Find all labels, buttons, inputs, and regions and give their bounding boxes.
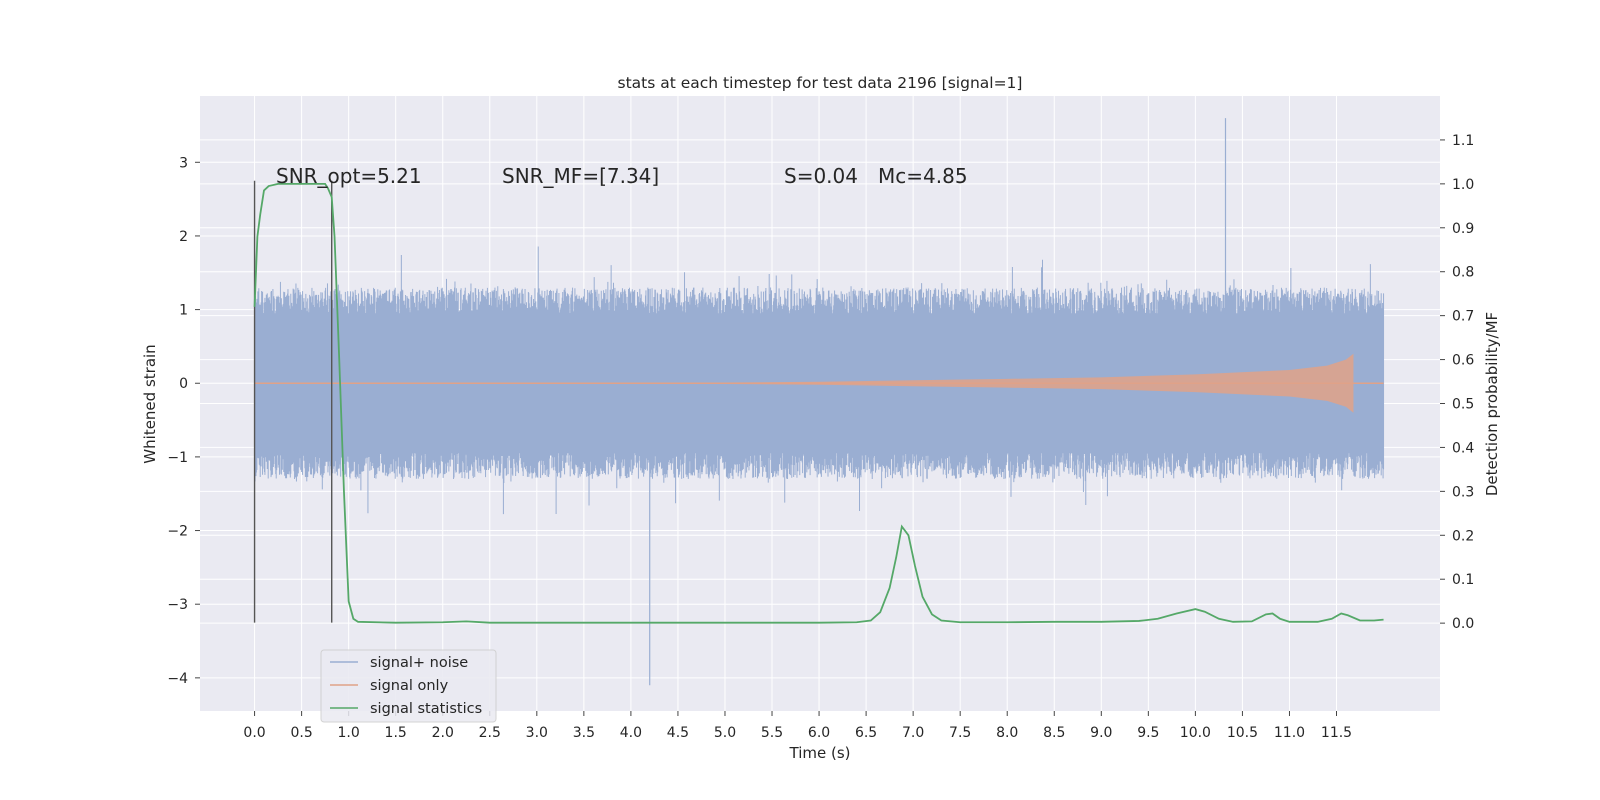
x-tick-label: 9.0 bbox=[1090, 725, 1112, 741]
y-left-tick-label: 2 bbox=[179, 229, 188, 245]
y-axis-left-label: Whitened strain bbox=[141, 344, 159, 463]
x-axis-ticks: 0.0 0.5 1.0 1.5 2.0 2.5 3.0 3.5 4.0 4.5 5.0 5.5 6.0 6… bbox=[243, 711, 1352, 741]
x-tick-label: 6.0 bbox=[808, 725, 830, 741]
x-tick-label: 0.5 bbox=[290, 725, 312, 741]
y-right-tick-label: 0.6 bbox=[1452, 353, 1474, 369]
x-tick-label: 1.5 bbox=[385, 725, 407, 741]
x-tick-label: 11.5 bbox=[1321, 725, 1352, 741]
x-tick-label: 6.5 bbox=[855, 725, 877, 741]
annotation-s: S=0.04 bbox=[784, 164, 858, 188]
x-tick-label: 2.5 bbox=[479, 725, 501, 741]
x-tick-label: 8.5 bbox=[1043, 725, 1065, 741]
annotation-mc: Mc=4.85 bbox=[878, 164, 968, 188]
x-tick-label: 10.0 bbox=[1180, 725, 1211, 741]
y-left-tick-label: −1 bbox=[167, 450, 188, 466]
x-tick-label: 5.0 bbox=[714, 725, 736, 741]
y-right-tick-label: 1.0 bbox=[1452, 177, 1474, 193]
y-left-tick-label: −4 bbox=[167, 671, 188, 687]
y-left-tick-label: 0 bbox=[179, 376, 188, 392]
annotation-snr-opt: SNR_opt=5.21 bbox=[276, 164, 422, 188]
y-axis-right-label: Detection probability/MF bbox=[1483, 312, 1501, 496]
y-right-tick-label: 0.8 bbox=[1452, 265, 1474, 281]
legend-box bbox=[320, 649, 497, 723]
y-left-tick-label: 1 bbox=[179, 303, 188, 319]
x-tick-label: 2.0 bbox=[432, 725, 454, 741]
x-axis-label: Time (s) bbox=[789, 744, 851, 762]
signal-statistics-line bbox=[253, 182, 1384, 624]
y-right-tick-label: 0.4 bbox=[1452, 440, 1474, 456]
x-tick-label: 9.5 bbox=[1137, 725, 1159, 741]
y-right-tick-label: 0.2 bbox=[1452, 528, 1474, 544]
x-tick-label: 8.0 bbox=[996, 725, 1018, 741]
chart-title: stats at each timestep for test data 219… bbox=[618, 74, 1023, 92]
legend-label-signal-statistics: signal statistics bbox=[370, 701, 482, 717]
x-tick-label: 0.0 bbox=[243, 725, 265, 741]
legend-label-signal-noise: signal+ noise bbox=[370, 655, 468, 671]
signal-only-series bbox=[254, 353, 1384, 413]
vertical-markers bbox=[253, 180, 333, 623]
legend: signal+ noise signal only signal statist… bbox=[320, 649, 497, 723]
x-tick-label: 1.0 bbox=[338, 725, 360, 741]
x-tick-label: 3.5 bbox=[573, 725, 595, 741]
y-left-tick-label: −3 bbox=[167, 597, 188, 613]
x-tick-label: 4.5 bbox=[667, 725, 689, 741]
x-tick-label: 7.5 bbox=[949, 725, 971, 741]
y-right-tick-label: 0.1 bbox=[1452, 572, 1474, 588]
y-axis-left-ticks: 3 2 1 0 −1 −2 −3 −4 bbox=[167, 155, 200, 687]
y-left-tick-label: −2 bbox=[167, 524, 188, 540]
legend-label-signal-only: signal only bbox=[370, 678, 449, 694]
x-tick-label: 11.0 bbox=[1274, 725, 1305, 741]
y-right-tick-label: 0.3 bbox=[1452, 484, 1474, 500]
y-right-tick-label: 0.0 bbox=[1452, 616, 1474, 632]
x-tick-label: 7.0 bbox=[902, 725, 924, 741]
x-tick-label: 5.5 bbox=[761, 725, 783, 741]
x-tick-label: 10.5 bbox=[1227, 725, 1258, 741]
y-right-tick-label: 0.9 bbox=[1452, 221, 1474, 237]
x-tick-label: 3.0 bbox=[526, 725, 548, 741]
y-axis-right-ticks: 1.1 1.0 0.9 0.8 0.7 0.6 0.5 0.4 0.3 0.2 0.1 0.0 bbox=[1440, 133, 1474, 632]
y-right-tick-label: 0.5 bbox=[1452, 397, 1474, 413]
signal-statistics-series bbox=[253, 182, 1384, 624]
annotation-snr-mf: SNR_MF=[7.34] bbox=[502, 164, 659, 188]
y-left-tick-label: 3 bbox=[179, 155, 188, 171]
y-right-tick-label: 0.7 bbox=[1452, 309, 1474, 325]
y-right-tick-label: 1.1 bbox=[1452, 133, 1474, 149]
x-tick-label: 4.0 bbox=[620, 725, 642, 741]
